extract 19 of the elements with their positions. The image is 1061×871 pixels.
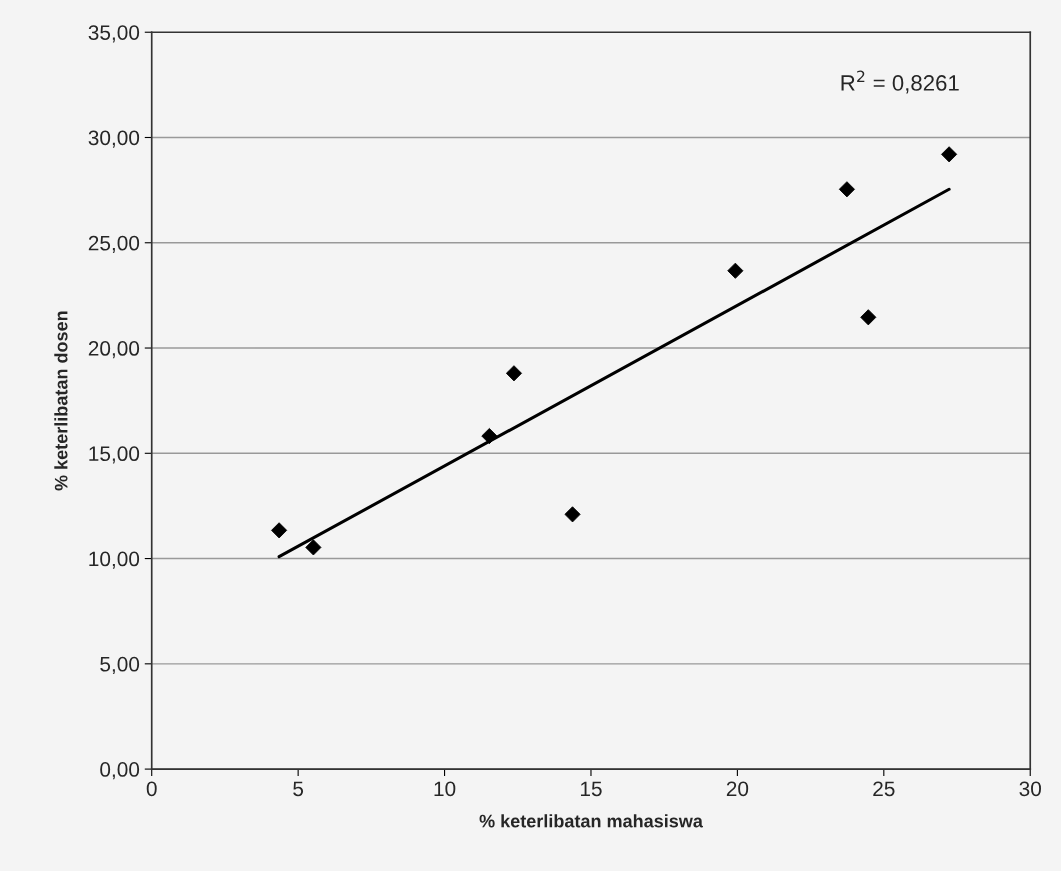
point — [271, 522, 288, 539]
y-tick-label: 25,00 — [88, 235, 140, 253]
x-tick-label: 25 — [873, 781, 895, 797]
y-axis-title: % keterlibatan dosen — [54, 311, 68, 491]
x-tick-label: 0 — [146, 781, 157, 797]
y-tick-label: 0,00 — [100, 762, 140, 780]
x-tick-label: 30 — [1019, 781, 1041, 797]
x-tick-label: 15 — [580, 781, 602, 797]
x-axis-title: % keterlibatan mahasiswa — [479, 814, 703, 828]
y-tick-label: 5,00 — [100, 656, 140, 675]
y-tick-label: 35,00 — [88, 25, 140, 43]
x-tick-label: 20 — [726, 781, 749, 797]
y-tick-label: 15,00 — [89, 446, 140, 464]
x-tick-label: 5 — [293, 781, 304, 797]
y-tick-label: 10,00 — [89, 551, 140, 569]
y-tick-label: 30,00 — [88, 130, 140, 148]
x-tick-label: 10 — [434, 781, 456, 797]
y-tick-label: 20,00 — [88, 341, 140, 359]
annotation: R$^{2}$ = 0,8261 — [841, 70, 959, 94]
